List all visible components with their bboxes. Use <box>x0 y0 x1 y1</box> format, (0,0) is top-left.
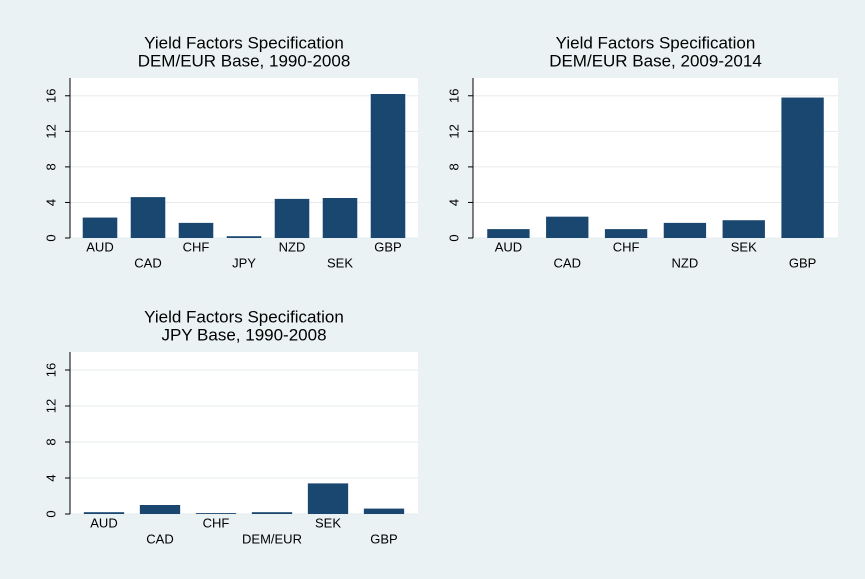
bar <box>363 508 405 514</box>
x-tick-label: SEK <box>327 255 353 270</box>
bar <box>546 216 589 238</box>
y-tick-label: 0 <box>43 510 58 517</box>
x-tick-label: GBP <box>370 531 397 546</box>
chart-subtitle: JPY Base, 1990-2008 <box>161 325 326 344</box>
chart-title: Yield Factors Specification <box>556 33 756 52</box>
x-tick-label: CHF <box>203 515 230 530</box>
bar <box>487 229 530 238</box>
x-tick-label: GBP <box>789 255 816 270</box>
bar <box>663 222 707 238</box>
bar <box>322 198 358 238</box>
x-tick-label: CHF <box>613 239 640 254</box>
y-tick-label: 4 <box>43 199 58 206</box>
chart-subtitle: DEM/EUR Base, 2009-2014 <box>549 51 762 70</box>
y-tick-label: 12 <box>446 124 461 138</box>
y-tick-label: 8 <box>43 438 58 445</box>
x-tick-label: SEK <box>731 239 757 254</box>
bar <box>251 512 293 514</box>
y-tick-label: 12 <box>43 124 58 138</box>
y-tick-label: 4 <box>446 199 461 206</box>
x-tick-label: AUD <box>495 239 522 254</box>
bar <box>604 229 648 238</box>
x-tick-label: AUD <box>90 515 117 530</box>
bar <box>82 217 118 238</box>
x-tick-label: SEK <box>315 515 341 530</box>
y-tick-label: 0 <box>446 234 461 241</box>
x-tick-label: CAD <box>146 531 173 546</box>
bar <box>370 94 406 238</box>
x-tick-label: NZD <box>672 255 699 270</box>
chart-subtitle: DEM/EUR Base, 1990-2008 <box>138 51 351 70</box>
bar <box>83 512 125 514</box>
bar <box>226 236 262 238</box>
bar <box>274 198 310 238</box>
bar <box>781 97 824 238</box>
plot-area <box>70 352 418 514</box>
y-tick-label: 8 <box>43 163 58 170</box>
plot-area <box>473 78 838 238</box>
bar <box>178 222 214 238</box>
bar <box>307 483 349 514</box>
x-tick-label: NZD <box>279 239 306 254</box>
bar <box>139 505 181 514</box>
y-tick-label: 16 <box>43 89 58 103</box>
x-tick-label: CAD <box>554 255 581 270</box>
chart-title: Yield Factors Specification <box>144 33 344 52</box>
y-tick-label: 12 <box>43 399 58 413</box>
y-tick-label: 16 <box>43 363 58 377</box>
x-tick-label: DEM/EUR <box>242 531 302 546</box>
bar <box>130 197 166 238</box>
x-tick-label: CHF <box>183 239 210 254</box>
y-tick-label: 16 <box>446 89 461 103</box>
y-tick-label: 4 <box>43 474 58 481</box>
x-tick-label: AUD <box>86 239 113 254</box>
x-tick-label: CAD <box>134 255 161 270</box>
chart-title: Yield Factors Specification <box>144 307 344 326</box>
x-tick-label: GBP <box>374 239 401 254</box>
x-tick-label: JPY <box>232 255 256 270</box>
y-tick-label: 0 <box>43 234 58 241</box>
bar <box>195 513 237 514</box>
plot-area <box>70 78 418 238</box>
y-tick-label: 8 <box>446 163 461 170</box>
bar <box>722 220 765 238</box>
